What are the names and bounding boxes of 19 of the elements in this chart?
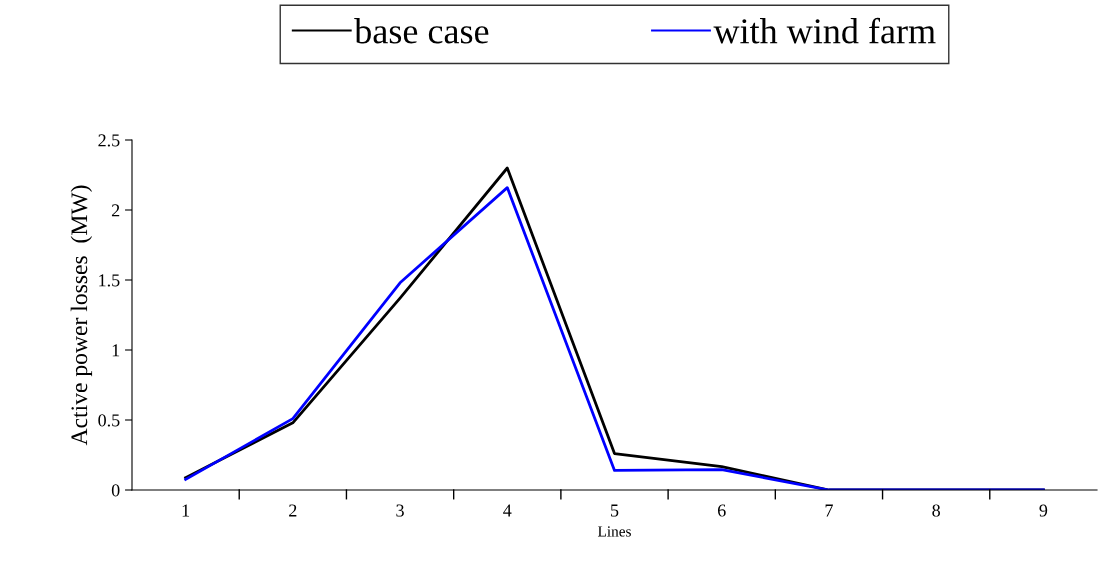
y-tick-label: 0 [111, 484, 120, 497]
x-tick-label: 6 [717, 504, 726, 517]
x-tick-label: 5 [611, 504, 619, 517]
y-tick-label: 2 [111, 204, 120, 217]
x-tick-label: 2 [289, 504, 297, 517]
x-tick-label: 9 [1039, 504, 1048, 517]
y-tick-label: 1.5 [99, 274, 120, 287]
x-tick-label: 1 [182, 504, 190, 517]
x-tick-label: 7 [825, 504, 833, 517]
x-tick-label: 4 [503, 504, 512, 517]
x-axis-title: Lines [597, 526, 631, 537]
y-tick-label: 0.5 [98, 414, 120, 427]
x-tick-label: 8 [932, 504, 940, 517]
y-axis-title: Active power losses (MW) [70, 185, 93, 446]
legend-label: base case [354, 18, 489, 44]
y-tick-label: 2.5 [98, 134, 120, 147]
legend-label: with wind farm [713, 17, 936, 44]
x-tick-label: 3 [396, 504, 404, 517]
y-tick-label: 1 [112, 344, 120, 357]
